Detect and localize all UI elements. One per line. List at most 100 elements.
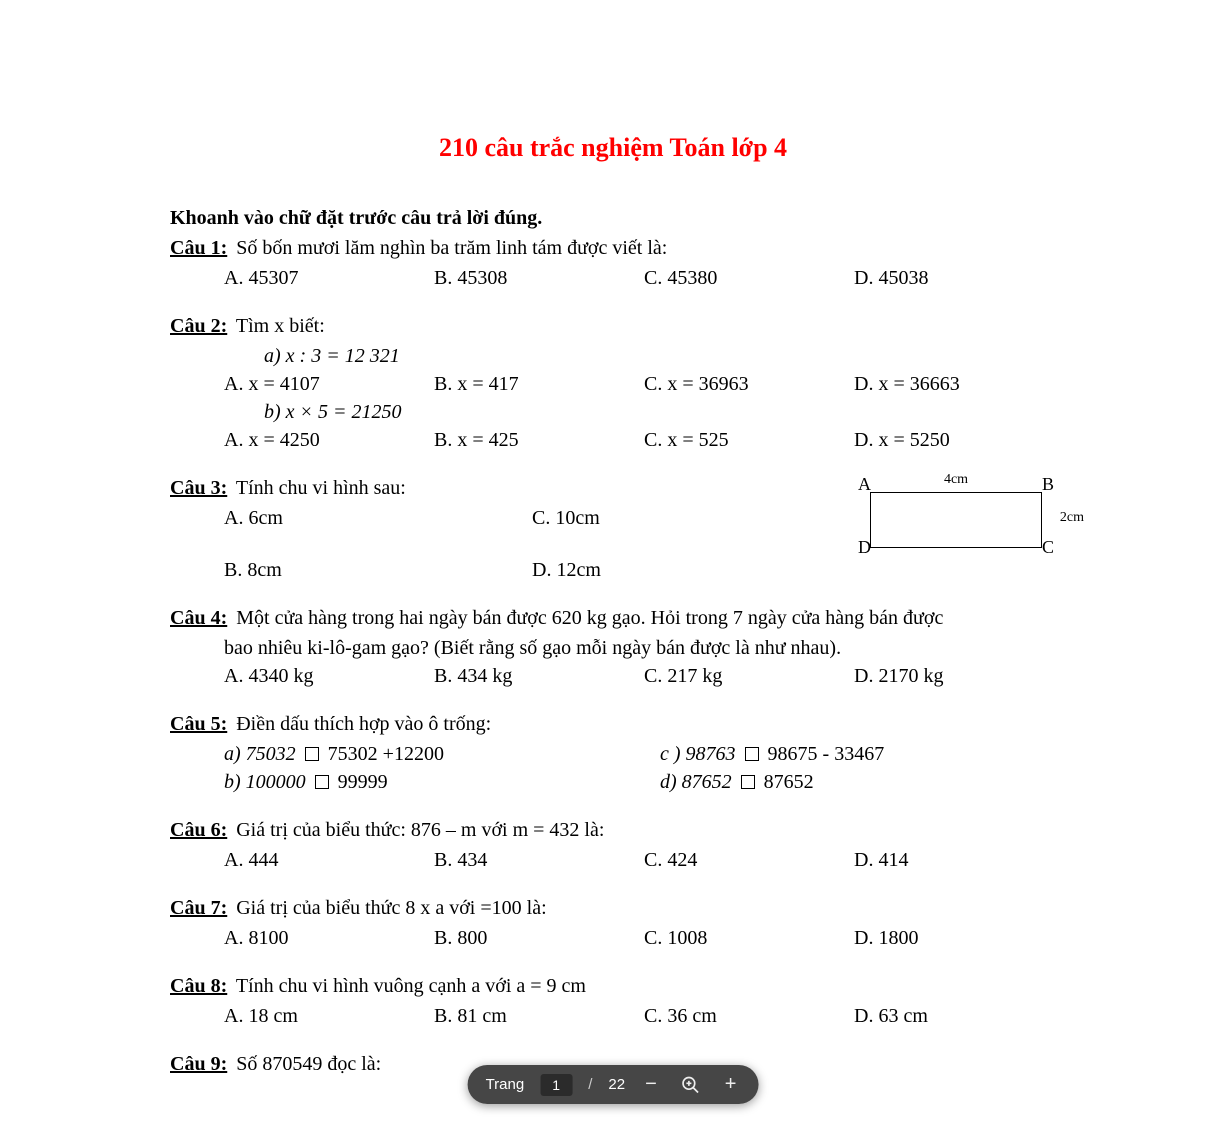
answer-option: A. 18 cm xyxy=(224,1002,426,1030)
rectangle-diagram: A B C D 4cm 2cm xyxy=(856,478,1056,548)
fill-item-c: c ) 98763 98675 - 33467 xyxy=(660,740,1056,768)
document-page: 210 câu trắc nghiệm Toán lớp 4 Khoanh và… xyxy=(0,0,1226,1122)
answer-option: D. x = 5250 xyxy=(854,426,1056,454)
answer-option: D. 45038 xyxy=(854,264,1056,292)
question-text: Tính chu vi hình sau: xyxy=(236,477,406,499)
question-text: Số 870549 đọc là: xyxy=(236,1053,381,1075)
answer-option: D. 1800 xyxy=(854,924,1056,952)
answer-option: C. x = 36963 xyxy=(644,370,846,398)
question-text: Một cửa hàng trong hai ngày bán được 620… xyxy=(236,607,943,629)
blank-box xyxy=(315,775,329,789)
zoom-reset-button[interactable] xyxy=(677,1075,705,1095)
answer-option: A. x = 4250 xyxy=(224,426,426,454)
answer-option: D. 63 cm xyxy=(854,1002,1056,1030)
fill-item-b: b) 100000 99999 xyxy=(224,768,620,796)
question-label: Câu 4: xyxy=(170,607,227,629)
answer-row: A. 4340 kg B. 434 kg C. 217 kg D. 2170 k… xyxy=(224,662,1056,690)
vertex-label-b: B xyxy=(1042,472,1054,497)
answer-option: B. x = 417 xyxy=(434,370,636,398)
answer-row: A. 8100 B. 800 C. 1008 D. 1800 xyxy=(224,924,1056,952)
answer-option: D. 2170 kg xyxy=(854,662,1056,690)
answer-option: B. x = 425 xyxy=(434,426,636,454)
fill-pre: d) 87652 xyxy=(660,771,737,793)
answer-option: A. 8100 xyxy=(224,924,426,952)
question-text-cont: bao nhiêu ki-lô-gam gạo? (Biết rằng số g… xyxy=(224,634,1056,662)
question-text: Tìm x biết: xyxy=(236,315,325,337)
fill-pre: a) 75032 xyxy=(224,743,301,765)
page-separator: / xyxy=(588,1076,592,1093)
fill-post: 99999 xyxy=(333,771,388,793)
fill-post: 75302 +12200 xyxy=(323,743,444,765)
page-label: Trang xyxy=(486,1076,525,1093)
question-label: Câu 2: xyxy=(170,315,227,337)
answer-option: C. 10cm xyxy=(532,504,816,532)
answer-option: D. 414 xyxy=(854,846,1056,874)
question-2: Câu 2: Tìm x biết: a) x : 3 = 12 321 A. … xyxy=(170,312,1056,454)
vertex-label-c: C xyxy=(1042,535,1054,560)
answer-option: B. 800 xyxy=(434,924,636,952)
question-label: Câu 7: xyxy=(170,897,227,919)
instruction-text: Khoanh vào chữ đặt trước câu trả lời đún… xyxy=(170,204,1056,232)
question-text: Giá trị của biểu thức 8 x a với =100 là: xyxy=(236,897,546,919)
answer-option: C. x = 525 xyxy=(644,426,846,454)
answer-option: D. 12cm xyxy=(532,556,816,584)
question-5: Câu 5: Điền dấu thích hợp vào ô trống: a… xyxy=(170,710,1056,796)
answer-option: B. 434 xyxy=(434,846,636,874)
fill-pre: b) 100000 xyxy=(224,771,311,793)
question-4: Câu 4: Một cửa hàng trong hai ngày bán đ… xyxy=(170,604,1056,690)
answer-row: A. x = 4107 B. x = 417 C. x = 36963 D. x… xyxy=(224,370,1056,398)
answer-row: A. 444 B. 434 C. 424 D. 414 xyxy=(224,846,1056,874)
blank-box xyxy=(305,747,319,761)
zoom-in-button[interactable]: + xyxy=(721,1073,741,1096)
question-1: Câu 1: Số bốn mươi lăm nghìn ba trăm lin… xyxy=(170,234,1056,262)
question-6: Câu 6: Giá trị của biểu thức: 876 – m vớ… xyxy=(170,816,1056,874)
answer-option: A. 6cm xyxy=(224,504,508,532)
fill-item-d: d) 87652 87652 xyxy=(660,768,1056,796)
answer-option: C. 217 kg xyxy=(644,662,846,690)
answer-row: A. 45307 B. 45308 C. 45380 D. 45038 xyxy=(224,264,1056,292)
fill-post: 98675 - 33467 xyxy=(763,743,885,765)
answer-option: A. 4340 kg xyxy=(224,662,426,690)
question-text: Điền dấu thích hợp vào ô trống: xyxy=(236,713,491,735)
answer-grid: A. 6cm C. 10cm B. 8cm D. 12cm xyxy=(224,504,816,584)
pdf-toolbar: Trang / 22 − + xyxy=(468,1065,759,1104)
fill-grid: a) 75032 75302 +12200 c ) 98763 98675 - … xyxy=(224,740,1056,796)
sub-question-b: b) x × 5 = 21250 xyxy=(264,398,1056,426)
answer-option: C. 36 cm xyxy=(644,1002,846,1030)
answer-option: C. 1008 xyxy=(644,924,846,952)
page-total: 22 xyxy=(608,1076,625,1093)
question-text: Tính chu vi hình vuông cạnh a với a = 9 … xyxy=(236,975,586,997)
question-label: Câu 5: xyxy=(170,713,227,735)
question-text: Số bốn mươi lăm nghìn ba trăm linh tám đ… xyxy=(236,237,667,259)
answer-option: A. x = 4107 xyxy=(224,370,426,398)
answer-option: B. 81 cm xyxy=(434,1002,636,1030)
answer-option: D. x = 36663 xyxy=(854,370,1056,398)
question-label: Câu 1: xyxy=(170,237,227,259)
answer-row: A. 18 cm B. 81 cm C. 36 cm D. 63 cm xyxy=(224,1002,1056,1030)
blank-box xyxy=(741,775,755,789)
answer-option: B. 8cm xyxy=(224,556,508,584)
side-label-top: 4cm xyxy=(944,470,968,490)
question-8: Câu 8: Tính chu vi hình vuông cạnh a với… xyxy=(170,972,1056,1030)
question-label: Câu 9: xyxy=(170,1053,227,1075)
blank-box xyxy=(745,747,759,761)
fill-pre: c ) 98763 xyxy=(660,743,741,765)
document-title: 210 câu trắc nghiệm Toán lớp 4 xyxy=(170,130,1056,166)
fill-item-a: a) 75032 75302 +12200 xyxy=(224,740,620,768)
answer-row: A. x = 4250 B. x = 425 C. x = 525 D. x =… xyxy=(224,426,1056,454)
question-label: Câu 8: xyxy=(170,975,227,997)
side-label-right: 2cm xyxy=(1060,508,1084,528)
zoom-out-button[interactable]: − xyxy=(641,1073,661,1096)
answer-option: A. 45307 xyxy=(224,264,426,292)
answer-option: C. 424 xyxy=(644,846,846,874)
answer-option: B. 45308 xyxy=(434,264,636,292)
rectangle-box xyxy=(870,492,1042,548)
question-label: Câu 6: xyxy=(170,819,227,841)
vertex-label-a: A xyxy=(858,472,871,497)
vertex-label-d: D xyxy=(858,535,871,560)
page-input[interactable] xyxy=(540,1074,572,1096)
question-text: Giá trị của biểu thức: 876 – m với m = 4… xyxy=(236,819,604,841)
question-label: Câu 3: xyxy=(170,477,227,499)
answer-option: C. 45380 xyxy=(644,264,846,292)
question-3: Câu 3: Tính chu vi hình sau: A. 6cm C. 1… xyxy=(170,474,1056,584)
